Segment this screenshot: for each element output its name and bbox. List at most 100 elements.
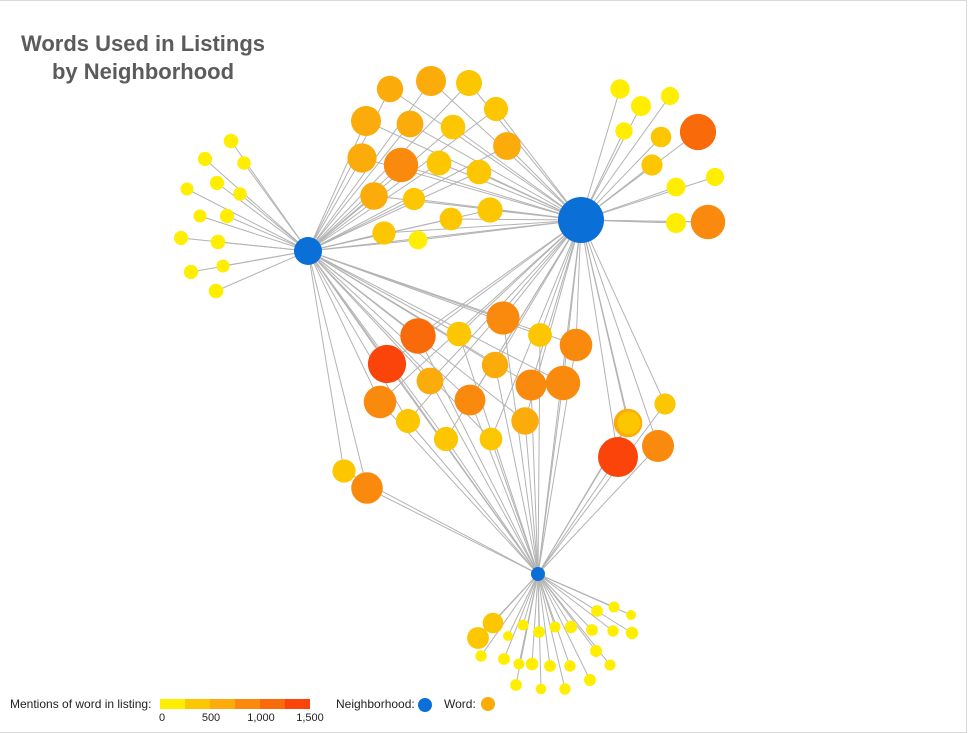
word-node[interactable] (360, 182, 388, 210)
word-node[interactable] (666, 177, 686, 197)
word-node[interactable] (654, 393, 676, 415)
word-node[interactable] (642, 430, 674, 462)
word-node[interactable] (367, 344, 407, 384)
word-node[interactable] (467, 627, 489, 649)
word-node[interactable] (481, 351, 509, 379)
word-node[interactable] (510, 679, 522, 691)
word-node[interactable] (626, 610, 636, 620)
word-node[interactable] (679, 113, 717, 151)
word-node[interactable] (454, 384, 486, 416)
word-node[interactable] (483, 96, 509, 122)
edge (537, 573, 593, 631)
word-node[interactable] (351, 472, 383, 504)
word-node[interactable] (625, 626, 639, 640)
word-node[interactable] (383, 147, 419, 183)
word-node[interactable] (503, 631, 513, 641)
word-node[interactable] (607, 625, 619, 637)
word-node[interactable] (376, 75, 404, 103)
edge (307, 164, 402, 252)
word-node[interactable] (498, 653, 510, 665)
word-node[interactable] (180, 182, 194, 196)
word-node[interactable] (466, 159, 492, 185)
word-node[interactable] (363, 385, 397, 419)
word-node[interactable] (564, 660, 576, 672)
neighborhood-node[interactable] (558, 197, 604, 243)
word-node[interactable] (584, 674, 596, 686)
word-node[interactable] (183, 264, 199, 280)
word-node[interactable] (564, 620, 578, 634)
word-node[interactable] (208, 283, 224, 299)
word-node[interactable] (482, 612, 504, 634)
word-node[interactable] (332, 459, 356, 483)
word-node[interactable] (535, 683, 547, 695)
word-node[interactable] (193, 209, 207, 223)
word-node[interactable] (650, 126, 672, 148)
neighborhood-node[interactable] (294, 237, 322, 265)
word-node[interactable] (511, 407, 539, 435)
word-node[interactable] (631, 96, 651, 116)
word-node[interactable] (528, 323, 552, 347)
word-node[interactable] (533, 626, 545, 638)
word-node[interactable] (416, 367, 444, 395)
word-node[interactable] (395, 408, 421, 434)
legend-scale-swatch (210, 699, 235, 709)
word-node[interactable] (515, 369, 547, 401)
edge (186, 188, 309, 252)
word-node[interactable] (440, 114, 466, 140)
edge (216, 182, 309, 252)
word-node[interactable] (351, 106, 381, 136)
word-node[interactable] (416, 66, 446, 96)
word-node[interactable] (608, 601, 620, 613)
word-node[interactable] (493, 132, 521, 160)
word-node[interactable] (347, 143, 377, 173)
edge (580, 219, 630, 424)
word-node[interactable] (439, 207, 463, 231)
word-node[interactable] (591, 605, 603, 617)
word-node[interactable] (691, 205, 725, 239)
edge (537, 573, 572, 628)
word-node[interactable] (402, 187, 426, 211)
word-node[interactable] (559, 328, 593, 362)
word-node[interactable] (237, 156, 251, 170)
word-node[interactable] (586, 624, 598, 636)
word-node[interactable] (660, 86, 680, 106)
word-node[interactable] (617, 411, 641, 435)
word-node[interactable] (641, 154, 663, 176)
word-node[interactable] (705, 167, 725, 187)
word-node[interactable] (559, 683, 571, 695)
word-node[interactable] (396, 110, 424, 138)
word-node[interactable] (426, 150, 452, 176)
word-node[interactable] (223, 133, 239, 149)
word-node[interactable] (408, 230, 428, 250)
edge (307, 157, 363, 252)
word-node[interactable] (604, 659, 616, 671)
word-node[interactable] (219, 208, 235, 224)
word-node[interactable] (545, 365, 581, 401)
word-node[interactable] (615, 122, 633, 140)
word-node[interactable] (433, 426, 459, 452)
word-node[interactable] (598, 437, 638, 477)
word-node[interactable] (446, 321, 472, 347)
word-node[interactable] (610, 79, 630, 99)
word-node[interactable] (486, 301, 520, 335)
word-node[interactable] (216, 259, 230, 273)
word-node[interactable] (209, 175, 225, 191)
word-node[interactable] (525, 657, 539, 671)
word-node[interactable] (549, 621, 561, 633)
neighborhood-node[interactable] (531, 567, 545, 581)
word-node[interactable] (517, 619, 529, 631)
word-node[interactable] (544, 660, 556, 672)
word-node[interactable] (372, 221, 396, 245)
word-node[interactable] (173, 230, 189, 246)
word-node[interactable] (400, 318, 436, 354)
word-node[interactable] (197, 151, 213, 167)
word-node[interactable] (513, 658, 525, 670)
word-node[interactable] (475, 650, 487, 662)
word-node[interactable] (590, 645, 602, 657)
word-node[interactable] (456, 70, 482, 96)
word-node[interactable] (233, 187, 247, 201)
word-node[interactable] (666, 213, 686, 233)
word-node[interactable] (479, 427, 503, 451)
word-node[interactable] (477, 197, 503, 223)
word-node[interactable] (210, 234, 226, 250)
